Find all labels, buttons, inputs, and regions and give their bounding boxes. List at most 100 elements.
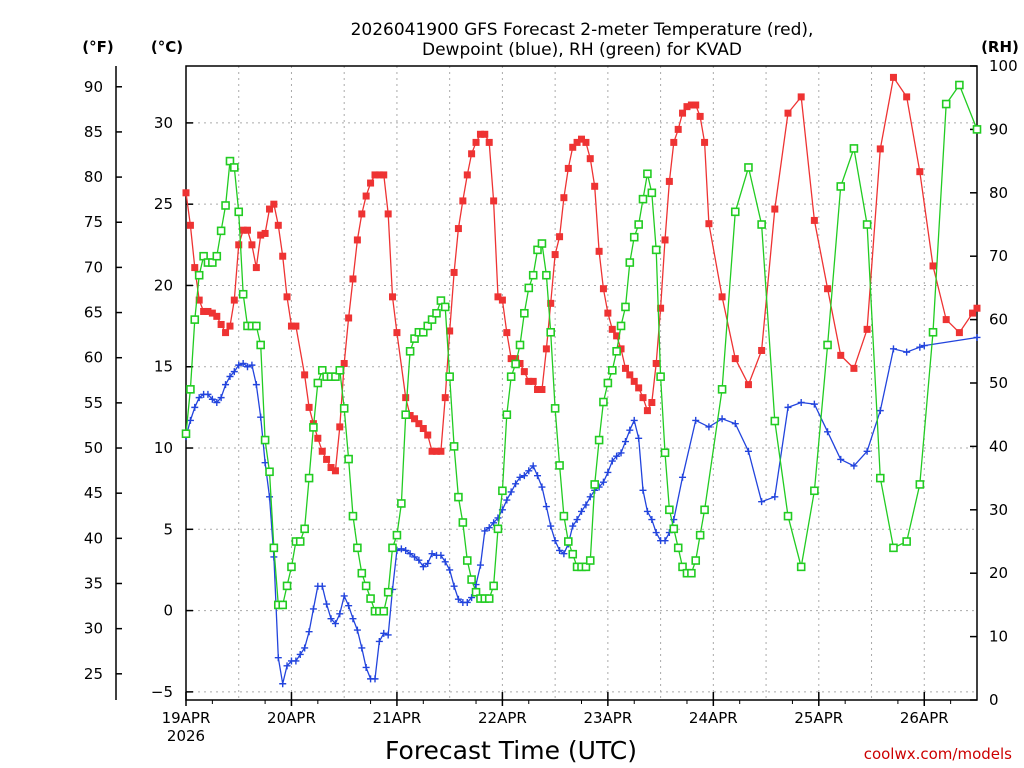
data-point [481, 130, 489, 138]
data-point [824, 285, 832, 293]
data-point [419, 425, 427, 433]
data-point [604, 468, 612, 476]
data-point [345, 314, 353, 322]
fahrenheit-tick-label: 75 [84, 213, 103, 231]
data-point [243, 226, 251, 234]
data-point [520, 472, 528, 480]
data-point [282, 581, 292, 591]
fahrenheit-tick-label: 80 [84, 168, 103, 186]
data-point [392, 530, 402, 540]
data-point [367, 179, 375, 187]
data-point [323, 455, 331, 463]
data-point [493, 524, 503, 534]
data-point [705, 220, 713, 228]
data-point [608, 325, 616, 333]
data-point [221, 201, 230, 210]
data-point [621, 438, 629, 446]
data-point [454, 492, 463, 502]
data-point [397, 499, 406, 508]
data-point [590, 480, 599, 489]
fahrenheit-tick-label: 45 [84, 484, 103, 502]
data-point [274, 654, 282, 662]
data-point [586, 493, 594, 501]
data-point [463, 598, 471, 606]
data-point [301, 644, 309, 652]
data-point [344, 454, 353, 464]
data-point [226, 322, 234, 330]
data-point [216, 226, 226, 236]
data-point [230, 368, 238, 376]
x-tick-label: 20APR [267, 709, 316, 727]
data-point [309, 605, 317, 613]
data-point [547, 522, 555, 530]
gridlines [186, 66, 977, 700]
data-point [260, 435, 270, 445]
rh-tick-label: 50 [989, 374, 1008, 392]
data-point [371, 171, 379, 179]
data-point [411, 553, 419, 561]
data-point [357, 568, 367, 578]
x-tick-label: 24APR [689, 709, 738, 727]
data-point [648, 399, 656, 407]
chart-subtitle: Dewpoint (blue), RH (green) for KVAD [422, 40, 742, 60]
data-point [665, 505, 674, 515]
data-point [222, 381, 230, 389]
data-point [810, 216, 818, 224]
data-point [875, 473, 885, 483]
data-point [613, 332, 621, 340]
credit-label: coolwx.com/models [864, 745, 1012, 763]
data-point [182, 189, 190, 197]
data-point [424, 431, 432, 439]
data-point [292, 322, 300, 330]
data-point [389, 293, 397, 301]
data-point [199, 251, 208, 261]
data-point [608, 457, 616, 465]
data-point [327, 615, 335, 623]
data-point [595, 247, 603, 255]
data-point [559, 511, 569, 521]
data-point [485, 524, 493, 532]
data-point [679, 109, 687, 117]
data-point [837, 455, 845, 463]
data-point [613, 452, 621, 460]
data-point [314, 434, 322, 442]
data-point [551, 537, 559, 545]
data-point [512, 355, 520, 363]
fahrenheit-tick-label: 70 [84, 258, 103, 276]
data-point [204, 390, 212, 398]
data-point [204, 307, 212, 315]
data-point [441, 558, 449, 566]
data-point [973, 333, 981, 341]
data-point [415, 420, 423, 428]
data-point [648, 516, 656, 524]
data-point [836, 182, 846, 191]
data-point [604, 309, 612, 317]
data-point [323, 600, 331, 608]
data-point [467, 575, 476, 584]
data-point [454, 225, 462, 233]
data-point [581, 562, 591, 572]
x-tick-label: 26APR [900, 709, 949, 727]
data-point [471, 587, 481, 597]
data-point [217, 320, 225, 328]
data-point [301, 371, 309, 379]
data-point [516, 473, 524, 481]
data-point [629, 232, 639, 242]
fahrenheit-tick-label: 60 [84, 349, 103, 367]
data-point [266, 205, 274, 213]
data-point [692, 416, 700, 424]
data-point [863, 325, 871, 333]
data-point [635, 434, 643, 442]
data-point [903, 93, 911, 101]
data-point [476, 130, 484, 138]
data-point [432, 308, 441, 318]
data-point [388, 543, 397, 553]
data-point [630, 377, 638, 385]
data-point [643, 169, 652, 179]
data-point [415, 556, 423, 564]
celsius-tick-label: −5 [151, 683, 173, 701]
data-point [520, 368, 528, 376]
data-point [446, 327, 454, 335]
rh-tick-label: 90 [989, 120, 1008, 138]
data-point [331, 467, 339, 475]
